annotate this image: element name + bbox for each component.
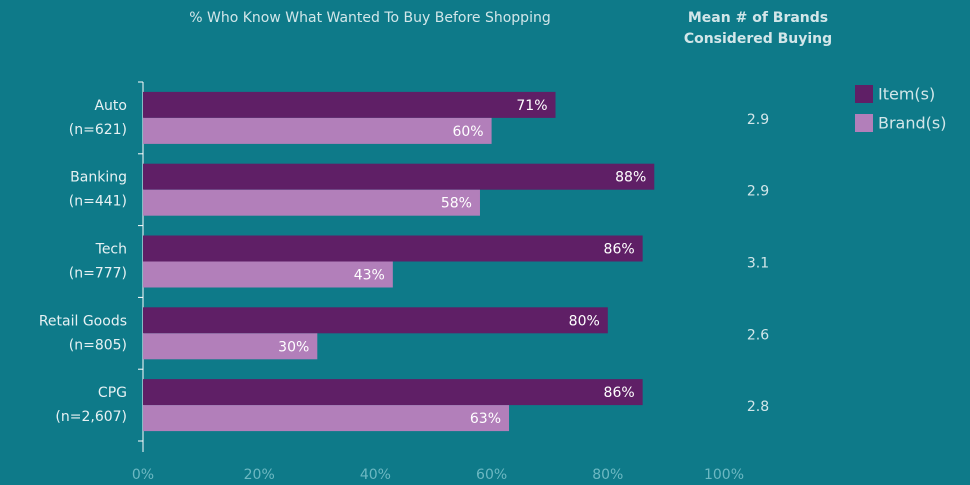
bar (143, 91, 556, 118)
bar (143, 235, 643, 262)
mean-value: 2.9 (747, 184, 769, 200)
x-tick-label: 60% (476, 467, 507, 483)
bar (143, 333, 318, 360)
bar (143, 189, 480, 216)
value-label: 80% (569, 313, 600, 329)
value-label: 71% (516, 98, 547, 114)
mean-title: Mean # of Brands (688, 10, 828, 26)
bar (143, 307, 608, 334)
value-label: 30% (278, 339, 309, 355)
value-label: 58% (441, 196, 472, 212)
x-tick-label: 20% (244, 467, 275, 483)
bar (143, 117, 492, 144)
category-label: (n=2,607) (55, 409, 127, 425)
mean-value: 2.6 (747, 327, 769, 343)
category-label: (n=441) (69, 194, 127, 210)
value-label: 60% (452, 124, 483, 140)
mean-value: 3.1 (747, 256, 769, 272)
category-label: Retail Goods (39, 313, 127, 329)
x-tick-label: 100% (704, 467, 744, 483)
x-tick-label: 80% (592, 467, 623, 483)
legend-swatch (855, 85, 873, 103)
value-label: 43% (354, 268, 385, 284)
category-label: (n=777) (69, 266, 127, 282)
category-label: (n=805) (69, 337, 127, 353)
value-label: 88% (615, 170, 646, 186)
bar (143, 405, 510, 432)
legend-label: Item(s) (878, 85, 935, 104)
value-label: 63% (470, 411, 501, 427)
category-label: Banking (70, 170, 127, 186)
mean-value: 2.9 (747, 112, 769, 128)
category-label: Tech (95, 242, 127, 258)
category-label: Auto (94, 98, 127, 114)
legend-label: Brand(s) (878, 114, 946, 133)
chart-title: % Who Know What Wanted To Buy Before Sho… (189, 10, 550, 26)
bar (143, 379, 643, 406)
x-tick-label: 40% (360, 467, 391, 483)
category-label: (n=621) (69, 122, 127, 138)
x-tick-label: 0% (132, 467, 154, 483)
value-label: 86% (604, 385, 635, 401)
bar (143, 261, 393, 288)
bar (143, 163, 655, 190)
category-label: CPG (98, 385, 127, 401)
value-label: 86% (604, 242, 635, 258)
mean-value: 2.8 (747, 399, 769, 415)
legend-swatch (855, 114, 873, 132)
mean-title: Considered Buying (684, 31, 832, 47)
